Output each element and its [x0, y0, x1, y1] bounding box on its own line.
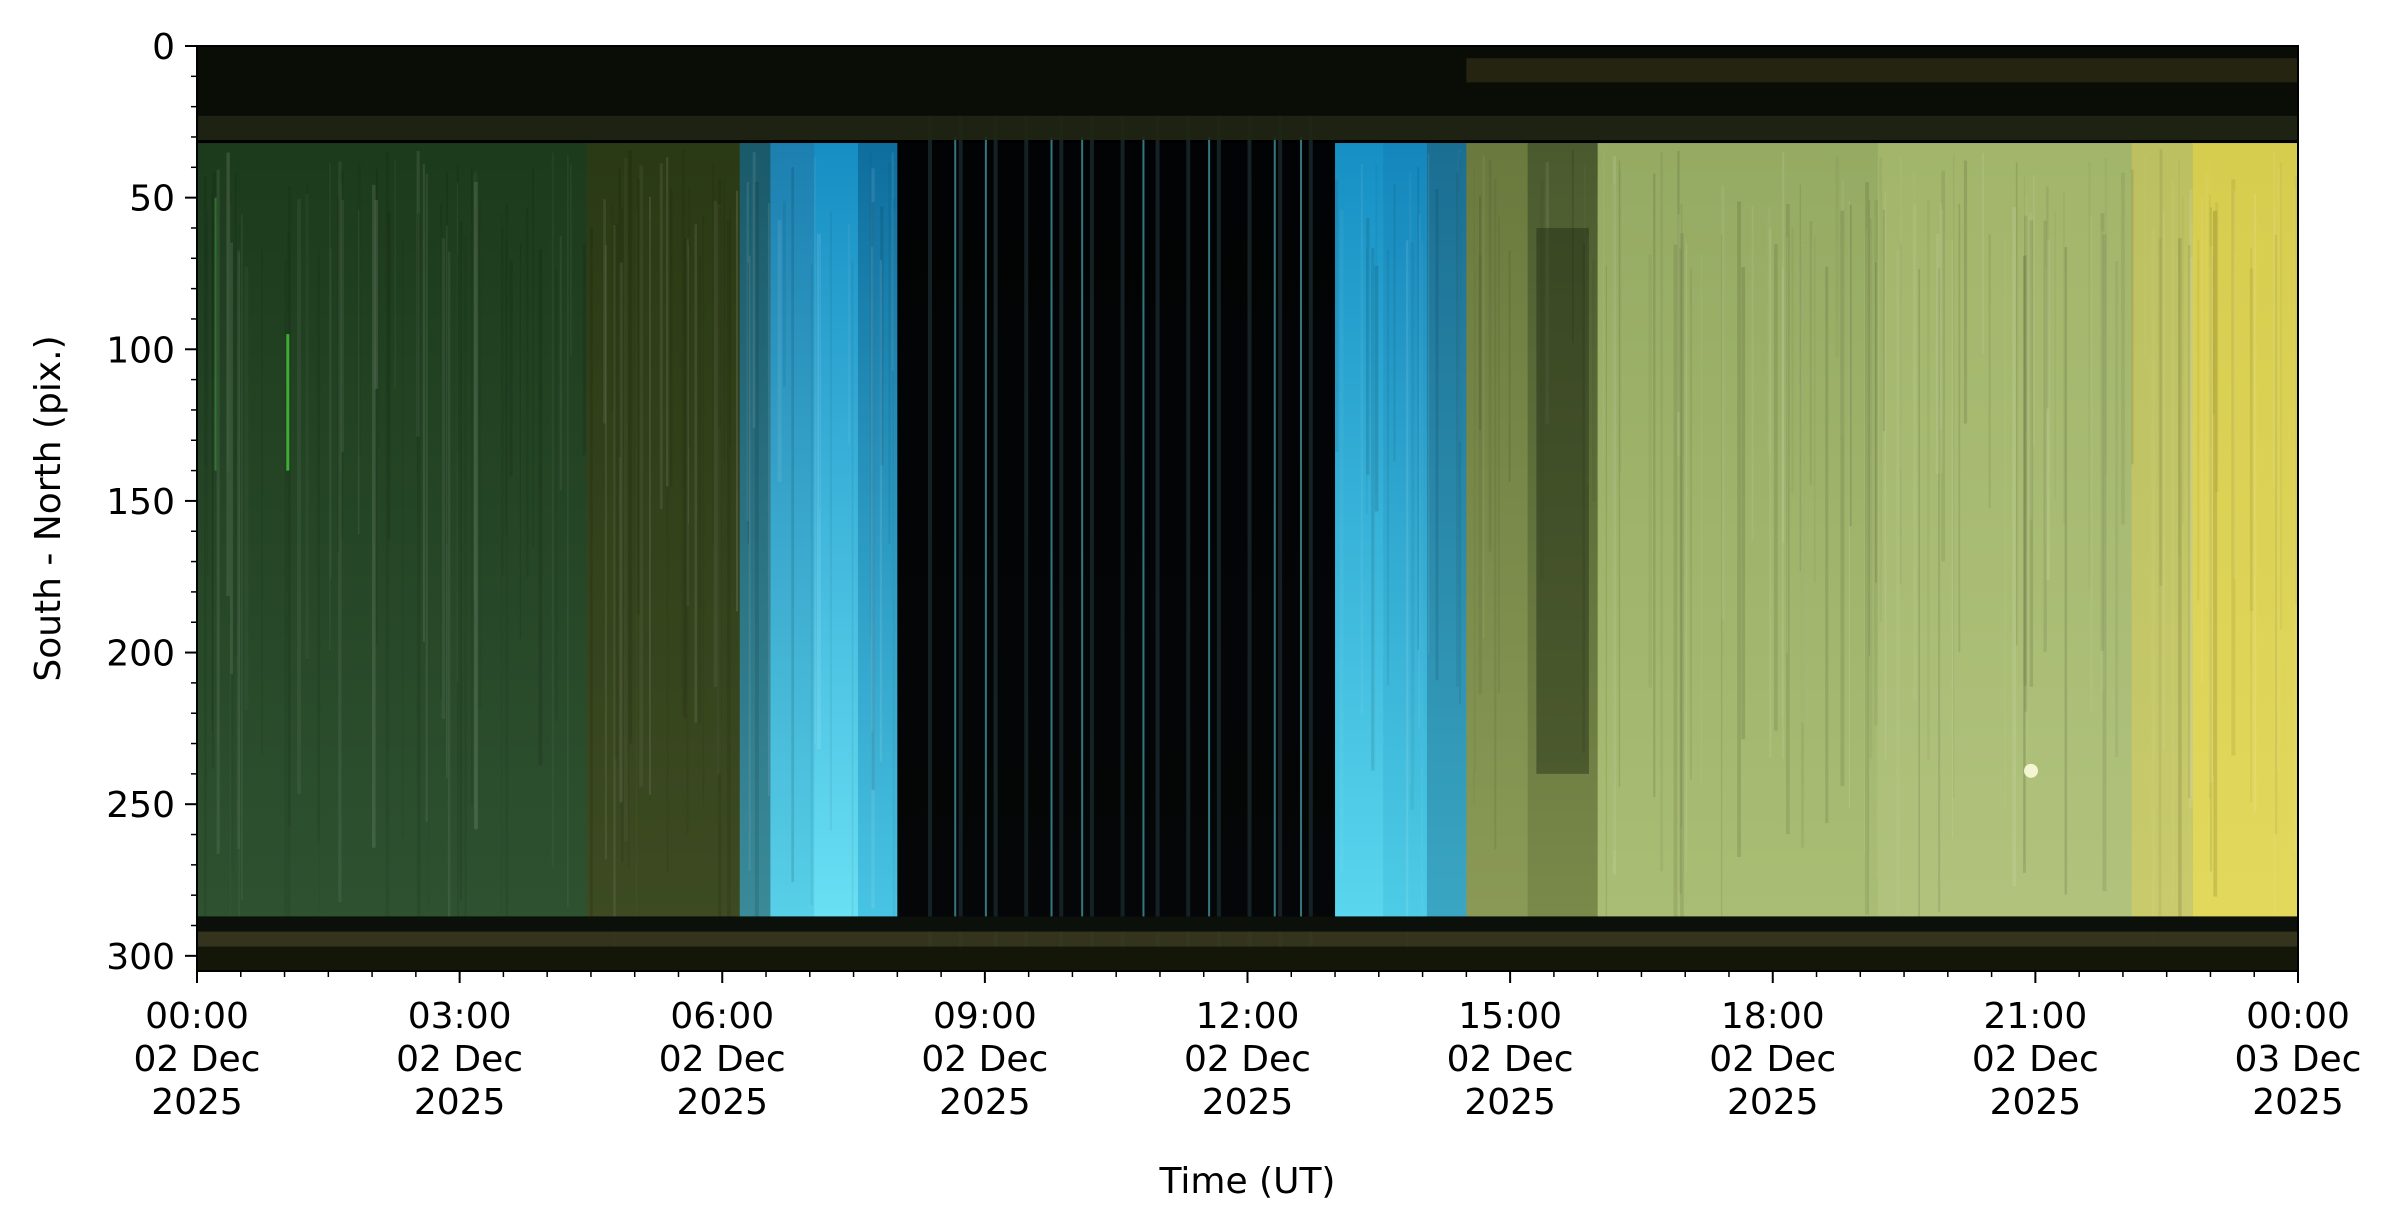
y-tick-label: 0: [152, 27, 175, 68]
keogram-segment: [1335, 143, 1384, 920]
horizon-band: [197, 115, 2298, 141]
x-tick-label: 00:00 02 Dec 2025: [134, 996, 261, 1123]
keogram-segment: [1877, 143, 2133, 920]
keogram-segment: [1383, 143, 1428, 920]
frame-line: [958, 46, 963, 971]
bottom-band: [197, 946, 2298, 971]
aurora-streak: [214, 197, 217, 471]
y-axis: 0 50 100 150 200 250 300: [106, 27, 197, 978]
frame-line: [1216, 46, 1221, 971]
x-tick-label: 00:00 03 Dec 2025: [2235, 996, 2362, 1123]
x-tick-label: 09:00 02 Dec 2025: [921, 996, 1048, 1123]
keogram-segment: [770, 143, 815, 920]
x-tick-label: 06:00 02 Dec 2025: [659, 996, 786, 1123]
frame-line: [1300, 136, 1303, 926]
keogram-segment: [2192, 143, 2298, 920]
frame-line: [1142, 136, 1145, 926]
bottom-band: [197, 916, 2298, 932]
bright-spot: [2023, 763, 2038, 778]
keogram-segment: [197, 143, 588, 920]
keogram-segment: [739, 143, 771, 920]
frame-line: [1278, 46, 1283, 971]
dark-band: [1536, 227, 1589, 774]
x-axis-title: Time (UT): [1159, 1161, 1336, 1202]
streak-texture: [204, 149, 2297, 971]
keogram-segment: [897, 143, 1336, 920]
keogram-segment: [1597, 143, 1879, 920]
y-axis-title: South - North (pix.): [28, 335, 69, 681]
y-tick-label: 250: [106, 785, 175, 826]
y-tick-label: 150: [106, 482, 175, 523]
keogram-segment: [1466, 143, 1529, 920]
frame-line: [1089, 46, 1094, 971]
frame-line: [1081, 136, 1084, 926]
y-tick-label: 200: [106, 634, 175, 675]
keogram-segment: [814, 143, 859, 920]
frame-line: [1059, 46, 1064, 971]
x-tick-label: 03:00 02 Dec 2025: [396, 996, 523, 1123]
plot-frame: [196, 45, 2299, 972]
frame-line: [1247, 46, 1252, 971]
frame-line: [1186, 46, 1191, 971]
keogram-segment: [586, 143, 741, 920]
keogram-segment: [1527, 143, 1599, 920]
plot-area: [197, 46, 2298, 971]
frame-line: [1208, 136, 1211, 926]
x-tick-label: 18:00 02 Dec 2025: [1709, 996, 1836, 1123]
x-tick-label: 12:00 02 Dec 2025: [1184, 996, 1311, 1123]
bottom-band: [197, 931, 2298, 947]
frame-line: [1155, 46, 1160, 971]
frame-line: [1024, 46, 1029, 971]
top-band: [1466, 58, 2298, 83]
frame-line: [1273, 136, 1276, 926]
frame-line: [1050, 136, 1053, 926]
y-tick-label: 100: [106, 330, 175, 371]
frame-line: [1308, 46, 1313, 971]
frame-line: [927, 46, 932, 971]
frame-line: [984, 136, 987, 926]
x-tick-label: 21:00 02 Dec 2025: [1972, 996, 2099, 1123]
keogram-segment: [2131, 143, 2194, 920]
x-tick-label: 15:00 02 Dec 2025: [1447, 996, 1574, 1123]
keogram-segment: [1426, 143, 1467, 920]
keogram-segment: [857, 143, 898, 920]
y-tick-label: 300: [106, 937, 175, 978]
frame-line: [993, 46, 998, 971]
x-axis: 00:00 02 Dec 2025 03:00 02 Dec 2025 06:00 02 De…: [134, 971, 2362, 1123]
frame-line: [954, 136, 957, 926]
aurora-streak: [286, 334, 290, 471]
y-tick-label: 50: [129, 179, 175, 220]
frame-line: [1120, 46, 1125, 971]
